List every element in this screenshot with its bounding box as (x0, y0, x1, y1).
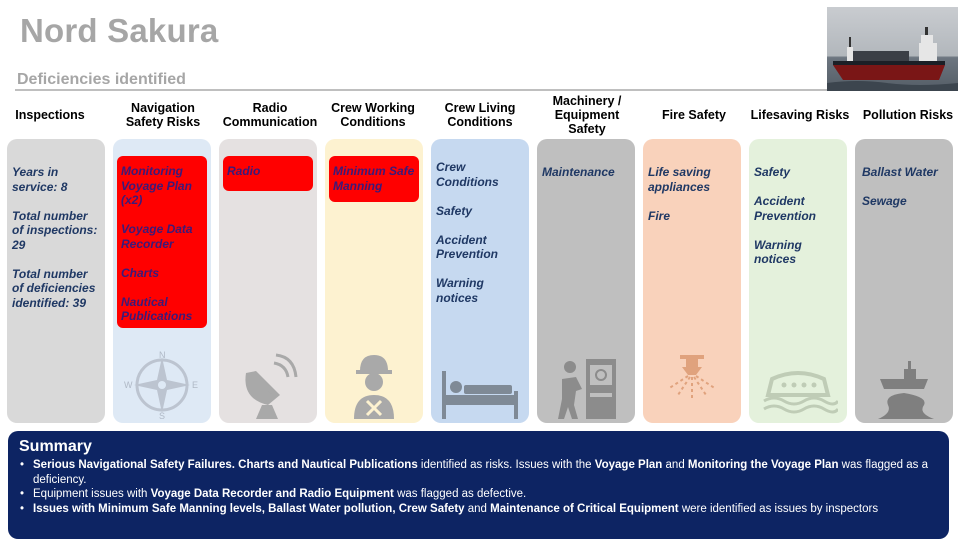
column-heading-lifesaving: Lifesaving Risks (750, 108, 850, 122)
column-lifesaving: Safety Accident Prevention Warning notic… (749, 139, 847, 423)
page-title: Nord Sakura (20, 12, 219, 49)
compass-letter-w: W (124, 380, 133, 390)
summary-text: was flagged as a deficiency. (33, 459, 928, 486)
summary-text: were identified as issues by inspectors (678, 502, 879, 515)
flagged-risk: Nautical Publications (121, 294, 193, 324)
flagged-risk: Voyage Data Recorder (121, 222, 193, 251)
column-radio: Radio (219, 139, 317, 423)
title-divider (15, 89, 827, 91)
inspection-stat: Years in service: 8 (12, 165, 68, 194)
deficiency-item: Safety (754, 165, 791, 179)
inspection-stat: Total number of inspections: 29 (12, 208, 98, 252)
column-navigation: Monitoring Voyage Plan (x2) Voyage Data … (113, 139, 211, 423)
lifeboat-icon (758, 349, 838, 421)
deficiency-item: Life saving appliances (648, 165, 711, 194)
summary-list: Serious Navigational Safety Failures. Ch… (19, 458, 938, 516)
deficiency-item: Safety (436, 203, 473, 218)
flagged-risk: Radio (227, 164, 261, 178)
deficiency-item: Crew Conditions (436, 160, 499, 189)
flagged-risks-box: Minimum Safe Manning (329, 156, 419, 202)
summary-bullet: Issues with Minimum Safe Manning levels,… (19, 502, 938, 517)
deficiency-item: Maintenance (542, 165, 615, 179)
column-heading-navigation: Navigation Safety Risks (125, 101, 201, 129)
deficiency-item: Sewage (862, 194, 907, 208)
column-heading-fire: Fire Safety (662, 108, 726, 122)
summary-text: Equipment issues with (33, 488, 151, 500)
flagged-risk: Minimum Safe Manning (333, 164, 415, 193)
sprinkler-icon (652, 349, 732, 421)
summary-panel: Summary Serious Navigational Safety Fail… (8, 431, 949, 539)
oil-spill-icon (864, 349, 944, 421)
deficiency-item: Accident Prevention (436, 232, 499, 262)
page-subtitle: Deficiencies identified (17, 71, 186, 88)
summary-emphasis: Voyage Plan (594, 459, 663, 471)
satellite-dish-icon (228, 349, 308, 421)
flagged-risks-box: Radio (223, 156, 313, 191)
compass-letter-n: N (159, 350, 166, 360)
flagged-risks-box: Monitoring Voyage Plan (x2) Voyage Data … (117, 156, 207, 328)
inspection-stat: Total number of deficiencies identified:… (12, 266, 96, 310)
column-heading-inspections: Inspections (15, 108, 85, 122)
bed-icon (440, 349, 520, 421)
summary-bullet: Equipment issues with Voyage Data Record… (19, 487, 938, 502)
summary-text: and (464, 502, 491, 515)
summary-emphasis: Monitoring the Voyage Plan (687, 459, 839, 471)
summary-emphasis: Serious Navigational Safety Failures. Ch… (33, 459, 418, 471)
flagged-risk: Charts (121, 265, 160, 280)
deficiency-item: Accident Prevention (754, 194, 817, 223)
column-heading-crew-living: Crew Living Conditions (444, 101, 516, 129)
summary-text: was flagged as defective. (393, 488, 527, 500)
deficiency-item: Fire (648, 208, 671, 223)
deficiency-item: Ballast Water (862, 165, 938, 179)
column-crew-living: Crew Conditions Safety Accident Preventi… (431, 139, 529, 423)
flagged-risk: Monitoring Voyage Plan (x2) (121, 164, 192, 207)
column-heading-machinery: Machinery / Equipment Safety (552, 94, 622, 136)
column-machinery: Maintenance (537, 139, 635, 423)
summary-emphasis: Maintenance of Critical Equipment (490, 502, 679, 515)
machine-operator-icon (546, 349, 626, 421)
compass-letter-s: S (159, 411, 165, 421)
ship-photo (827, 7, 958, 91)
column-heading-pollution: Pollution Risks (862, 108, 954, 122)
summary-bullet: Serious Navigational Safety Failures. Ch… (19, 458, 938, 487)
column-heading-radio: Radio Communication (222, 101, 318, 129)
summary-emphasis: Issues with Minimum Safe Manning levels,… (33, 502, 465, 515)
column-fire: Life saving appliances Fire (643, 139, 741, 423)
summary-text: and (662, 459, 688, 471)
compass-rose-icon: N S E W (122, 349, 202, 421)
column-crew-working: Minimum Safe Manning (325, 139, 423, 423)
summary-emphasis: Voyage Data Recorder and Radio Equipment (150, 488, 394, 500)
deficiency-item: Warning notices (436, 276, 484, 305)
column-inspections: Years in service: 8 Total number of insp… (7, 139, 105, 423)
compass-letter-e: E (192, 380, 198, 390)
construction-worker-icon (334, 349, 414, 421)
column-pollution: Ballast Water Sewage (855, 139, 953, 423)
deficiency-item: Warning notices (754, 237, 802, 267)
column-heading-crew-working: Crew Working Conditions (331, 101, 415, 129)
summary-text: identified as risks. Issues with the (417, 459, 595, 471)
summary-heading: Summary (19, 438, 92, 455)
